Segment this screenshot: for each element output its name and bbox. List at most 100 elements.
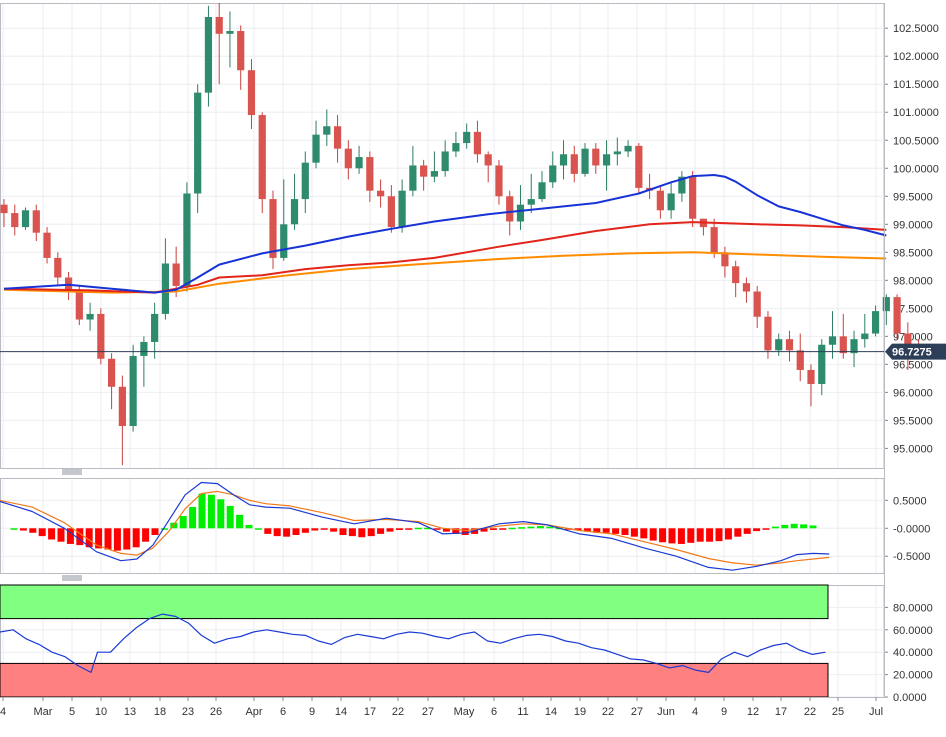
macd-histogram-bar xyxy=(367,528,375,537)
last-price-label: 96.7275 xyxy=(892,347,932,359)
x-axis-tick-label: 23 xyxy=(182,706,194,718)
x-axis-tick-label: 22 xyxy=(602,706,614,718)
macd-histogram-bar xyxy=(405,528,413,530)
rsi-line xyxy=(0,613,826,674)
rsi-axis-tick-label: 0.0000 xyxy=(893,692,927,704)
candle-body xyxy=(452,143,460,152)
macd-histogram-bar xyxy=(734,528,742,537)
rsi-axis-tick-label: 40.0000 xyxy=(893,647,933,659)
rsi-axis-tick-label: 20.0000 xyxy=(893,670,933,682)
x-axis-tick-label: 17 xyxy=(775,706,787,718)
macd-histogram-bar xyxy=(142,528,150,542)
candle-body xyxy=(635,145,643,188)
candle-body xyxy=(581,148,589,174)
moving-average-blue-line xyxy=(3,174,887,294)
x-axis-tick-label: 14 xyxy=(335,706,347,718)
x-axis-tick-label: 17 xyxy=(364,706,376,718)
x-axis-tick-label: May xyxy=(454,706,475,718)
candle-body xyxy=(290,199,299,225)
candle-body xyxy=(516,204,525,222)
candle-body xyxy=(377,190,385,197)
macd-histogram-bar xyxy=(518,527,526,529)
candle-body xyxy=(495,165,503,197)
candle-body xyxy=(118,386,126,426)
macd-histogram-bar xyxy=(640,528,648,539)
candle-body xyxy=(43,232,51,258)
candle-body xyxy=(108,358,116,387)
macd-histogram-bar xyxy=(123,528,131,550)
candle-body xyxy=(430,171,438,177)
price-axis-tick-label: 97.0000 xyxy=(893,331,933,343)
candle-body xyxy=(183,193,191,286)
candle-body xyxy=(86,313,94,320)
candle-body xyxy=(387,196,395,228)
candle-body xyxy=(882,297,890,312)
x-axis-tick-label: 19 xyxy=(574,706,586,718)
candle-body xyxy=(0,204,8,214)
macd-histogram-bar xyxy=(207,494,215,529)
macd-histogram-bar xyxy=(489,528,497,530)
macd-histogram-bar xyxy=(630,528,638,537)
macd-histogram-bar xyxy=(48,528,56,540)
candle-body xyxy=(172,263,180,286)
macd-histogram-bar xyxy=(151,528,159,535)
macd-axis-tick-label: 0.5000 xyxy=(893,495,927,507)
x-axis-tick-label: 5 xyxy=(69,706,75,718)
price-axis-tick-label: 95.0000 xyxy=(893,443,933,455)
macd-histogram-bar xyxy=(320,528,328,530)
macd-histogram-bar xyxy=(536,526,544,529)
candle-body xyxy=(624,145,632,152)
last-price-badge xyxy=(885,343,946,360)
macd-histogram-bar xyxy=(743,528,751,534)
macd-histogram-bar xyxy=(38,528,46,537)
candle-body xyxy=(893,297,901,334)
x-axis-tick-label: 25 xyxy=(832,706,844,718)
moving-average-orange-line xyxy=(3,251,887,294)
candle-body xyxy=(129,355,137,426)
x-axis-tick-label: 22 xyxy=(804,706,816,718)
macd-histogram-bar xyxy=(104,528,112,550)
macd-axis-tick-label: -0.0000 xyxy=(893,523,930,535)
macd-histogram-bar xyxy=(499,528,507,530)
macd-histogram-bar xyxy=(198,493,206,529)
candle-body xyxy=(140,341,148,356)
candle-body xyxy=(54,257,62,278)
x-axis-tick-label: 27 xyxy=(422,706,434,718)
macd-histogram-bar xyxy=(19,528,27,531)
macd-histogram-bar xyxy=(377,528,385,534)
x-axis-tick-label: Apr xyxy=(245,706,262,718)
candle-body xyxy=(861,333,869,340)
rsi-axis-tick-label: 80.0000 xyxy=(893,602,933,614)
x-axis-tick-label: 9 xyxy=(309,706,315,718)
macd-histogram-bar xyxy=(358,528,366,538)
macd-histogram-bar xyxy=(659,528,667,543)
rsi-axis-tick-label: 60.0000 xyxy=(893,625,933,637)
x-axis-tick-label: 26 xyxy=(210,706,222,718)
macd-histogram-bar xyxy=(132,528,140,548)
macd-histogram-bar xyxy=(226,505,234,529)
macd-histogram-bar xyxy=(414,527,422,530)
macd-panel-splitter xyxy=(62,575,82,581)
price-axis-tick-label: 101.5000 xyxy=(893,79,939,91)
candle-body xyxy=(689,176,697,219)
macd-histogram-bar xyxy=(508,527,516,530)
macd-histogram-bar xyxy=(76,528,84,546)
macd-histogram-bar xyxy=(687,528,695,543)
candle-body xyxy=(333,126,342,149)
price-axis-tick-label: 100.0000 xyxy=(893,163,939,175)
candle-body xyxy=(667,193,675,211)
candle-body xyxy=(194,92,202,194)
candle-body xyxy=(161,263,169,314)
candle-body xyxy=(312,134,320,163)
candle-body xyxy=(258,115,266,200)
candle-body xyxy=(11,213,19,228)
x-axis-tick-label: 9 xyxy=(721,706,727,718)
candle-body xyxy=(398,190,406,228)
x-axis-tick-label: 14 xyxy=(545,706,557,718)
candle-body xyxy=(420,165,428,177)
candle-body xyxy=(538,182,546,200)
x-axis-tick-label: 11 xyxy=(517,706,528,718)
price-axis-tick-label: 100.5000 xyxy=(893,135,939,147)
macd-histogram-bar xyxy=(386,528,394,532)
